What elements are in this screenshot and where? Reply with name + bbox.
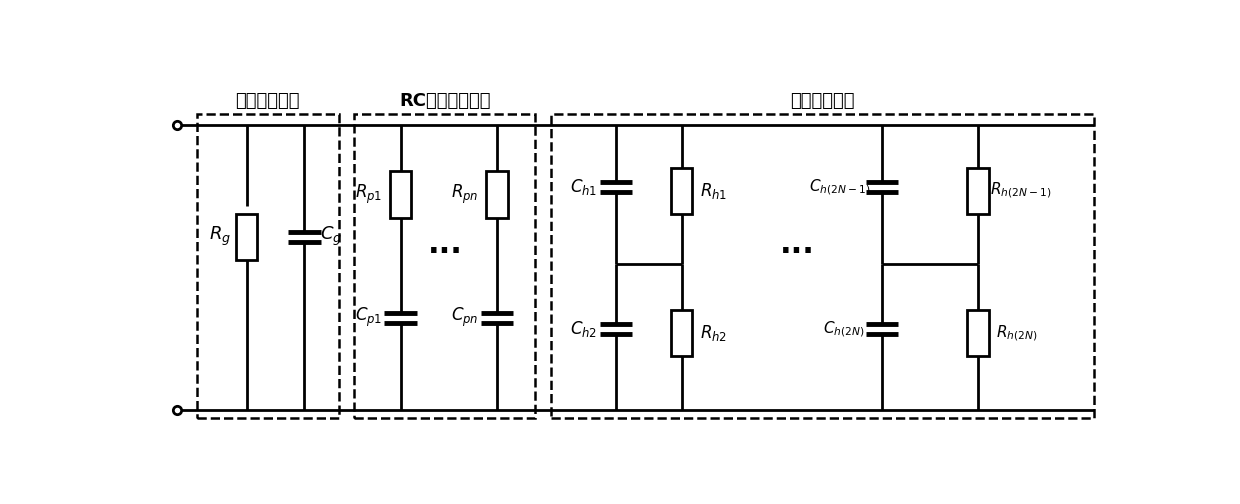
Text: $R_{h(2N)}$: $R_{h(2N)}$	[996, 323, 1038, 343]
Text: RC串联极化支路: RC串联极化支路	[399, 92, 491, 110]
Bar	[967, 310, 990, 356]
Bar	[967, 167, 990, 214]
Bar	[486, 171, 507, 218]
Text: $R_{p1}$: $R_{p1}$	[355, 183, 382, 206]
Bar	[551, 113, 1094, 418]
Text: $R_{h1}$: $R_{h1}$	[701, 180, 728, 201]
Text: 界面极化支路: 界面极化支路	[790, 92, 854, 110]
Text: $C_{pn}$: $C_{pn}$	[451, 306, 479, 329]
Text: $C_{h(2N-1)}$: $C_{h(2N-1)}$	[808, 177, 870, 197]
Text: $C_{h1}$: $C_{h1}$	[570, 177, 598, 197]
Text: ···: ···	[780, 238, 815, 267]
Text: $R_g$: $R_g$	[208, 225, 231, 248]
Text: $C_{p1}$: $C_{p1}$	[355, 306, 382, 329]
Text: ···: ···	[428, 238, 463, 267]
Text: 几何等值电路: 几何等值电路	[236, 92, 300, 110]
Bar	[197, 113, 339, 418]
Bar	[355, 113, 536, 418]
Bar	[236, 214, 258, 260]
Text: $R_{pn}$: $R_{pn}$	[451, 183, 479, 206]
Bar	[389, 171, 412, 218]
Bar	[671, 167, 692, 214]
Text: $C_{h(2N)}$: $C_{h(2N)}$	[822, 320, 864, 339]
Bar	[671, 310, 692, 356]
Text: $R_{h(2N-1)}$: $R_{h(2N-1)}$	[990, 181, 1052, 201]
Text: $R_{h2}$: $R_{h2}$	[701, 323, 728, 343]
Text: $C_g$: $C_g$	[320, 225, 342, 248]
Text: $C_{h2}$: $C_{h2}$	[570, 319, 598, 339]
